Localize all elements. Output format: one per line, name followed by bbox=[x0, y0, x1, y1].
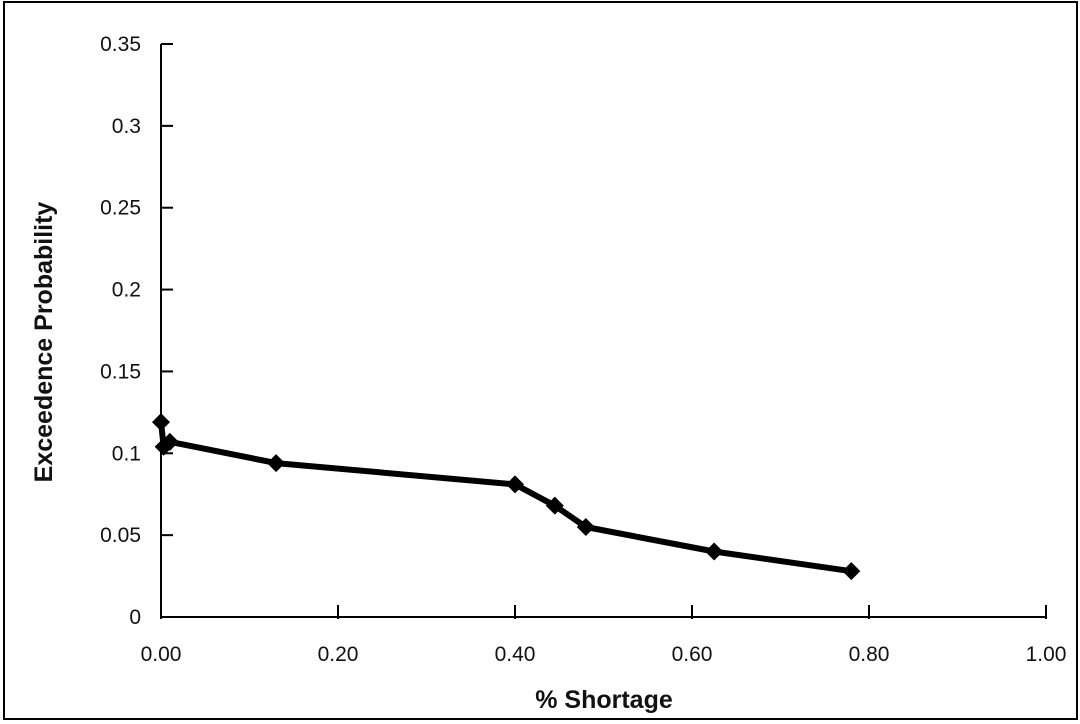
y-tick-label: 0.25 bbox=[100, 197, 141, 220]
data-point-marker bbox=[152, 413, 170, 432]
x-axis-ticks: 0.00 0.20 0.40 0.60 0.80 1.00 bbox=[141, 605, 1067, 666]
y-tick-label: 0.2 bbox=[112, 279, 141, 302]
x-tick-label: 0.00 bbox=[141, 643, 182, 666]
x-tick-label: 0.80 bbox=[849, 643, 890, 666]
chart-border bbox=[3, 1, 1078, 720]
data-point-marker bbox=[160, 432, 179, 451]
y-tick-label: 0.15 bbox=[100, 360, 141, 383]
series-layer bbox=[152, 413, 861, 581]
y-axis-title: Exceedence Probability bbox=[30, 202, 58, 483]
data-point-marker bbox=[576, 517, 595, 536]
y-tick-label: 0.1 bbox=[112, 442, 141, 465]
x-tick-label: 0.40 bbox=[495, 643, 536, 666]
x-tick-label: 1.00 bbox=[1026, 643, 1067, 666]
y-tick-label: 0.35 bbox=[100, 33, 141, 56]
y-axis-ticks: 0 0.05 0.1 0.15 0.2 0.25 0.3 0.35 bbox=[100, 33, 173, 629]
data-point-marker bbox=[705, 542, 724, 561]
axes bbox=[160, 44, 1046, 618]
data-point-marker bbox=[545, 496, 564, 515]
x-tick-label: 0.20 bbox=[318, 643, 359, 666]
x-tick-label: 0.60 bbox=[672, 643, 713, 666]
data-point-marker bbox=[267, 454, 286, 473]
y-tick-label: 0.05 bbox=[100, 524, 141, 547]
data-point-marker bbox=[842, 562, 861, 581]
y-tick-label: 0 bbox=[129, 606, 141, 629]
data-point-marker bbox=[506, 475, 524, 494]
x-axis-title: % Shortage bbox=[535, 686, 673, 714]
y-tick-label: 0.3 bbox=[112, 115, 141, 138]
